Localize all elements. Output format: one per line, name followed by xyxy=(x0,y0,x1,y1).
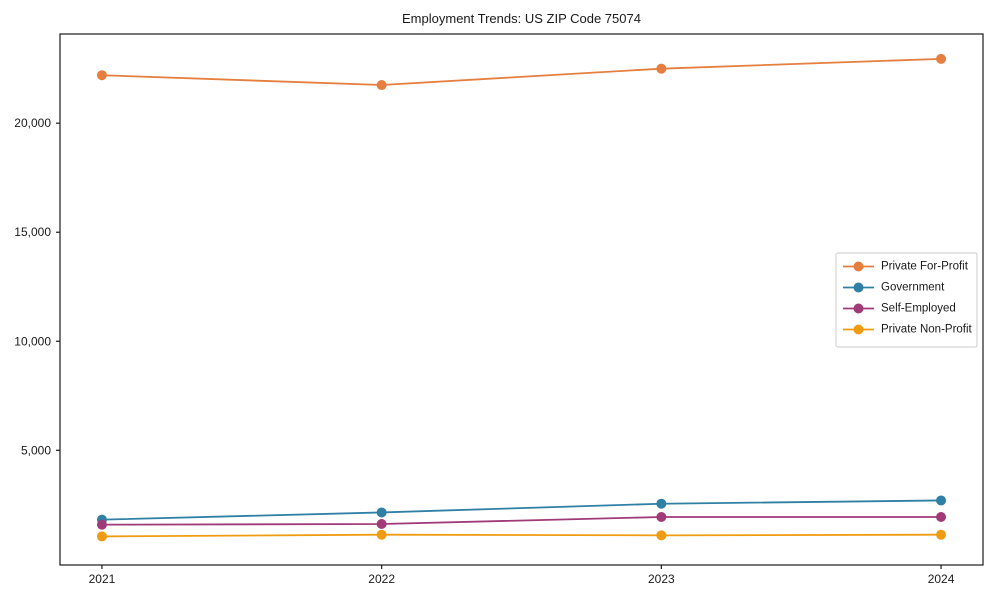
legend-item-private-non-profit: Private Non-Profit xyxy=(843,324,973,336)
data-point-private-non-profit-2024 xyxy=(936,529,947,540)
data-point-private-non-profit-2023 xyxy=(656,530,667,541)
data-point-private-for-profit-2024 xyxy=(936,53,947,64)
legend-marker-dot-private-for-profit xyxy=(853,261,864,272)
data-point-private-non-profit-2022 xyxy=(376,529,387,540)
data-point-government-2023 xyxy=(656,498,667,509)
chart-title: Employment Trends: US ZIP Code 75074 xyxy=(402,11,641,26)
legend-label-self-employed: Self-Employed xyxy=(881,303,956,315)
data-point-private-non-profit-2021 xyxy=(96,531,107,542)
legend-marker-dot-self-employed xyxy=(853,303,864,314)
legend-label-private-for-profit: Private For-Profit xyxy=(881,261,969,273)
y-tick-label: 15,000 xyxy=(14,225,51,239)
series-line-government xyxy=(101,499,942,521)
legend-box xyxy=(835,252,978,348)
series-line-self-employed xyxy=(101,516,942,526)
y-tick-label: 10,000 xyxy=(14,334,51,348)
y-tick-label: 5,000 xyxy=(21,443,51,457)
data-point-self-employed-2023 xyxy=(656,512,667,523)
series-line-private-non-profit xyxy=(101,533,942,538)
x-tick-label: 2021 xyxy=(89,572,116,586)
data-point-private-for-profit-2022 xyxy=(376,80,387,91)
data-point-self-employed-2022 xyxy=(376,519,387,530)
x-tick-label: 2022 xyxy=(368,572,395,586)
data-point-private-for-profit-2023 xyxy=(656,63,667,74)
legend-label-private-non-profit: Private Non-Profit xyxy=(881,324,973,336)
y-tick-label: 20,000 xyxy=(14,116,51,130)
plot-border xyxy=(59,33,984,566)
data-point-private-for-profit-2021 xyxy=(96,70,107,81)
legend-label-government: Government xyxy=(881,282,945,294)
series-line-private-for-profit xyxy=(101,57,942,86)
data-point-self-employed-2024 xyxy=(936,512,947,523)
data-point-government-2024 xyxy=(936,495,947,506)
legend-marker-dot-private-non-profit xyxy=(853,324,864,335)
data-point-government-2022 xyxy=(376,507,387,518)
legend-item-self-employed: Self-Employed xyxy=(843,303,956,315)
legend-item-government: Government xyxy=(843,282,945,294)
legend-marker-dot-government xyxy=(853,282,864,293)
legend-item-private-for-profit: Private For-Profit xyxy=(843,261,969,273)
data-point-self-employed-2021 xyxy=(96,519,107,530)
legend: Private For-Profit Government Self-Employe… xyxy=(835,252,978,348)
x-tick-label: 2023 xyxy=(648,572,675,586)
x-tick-label: 2024 xyxy=(928,572,955,586)
